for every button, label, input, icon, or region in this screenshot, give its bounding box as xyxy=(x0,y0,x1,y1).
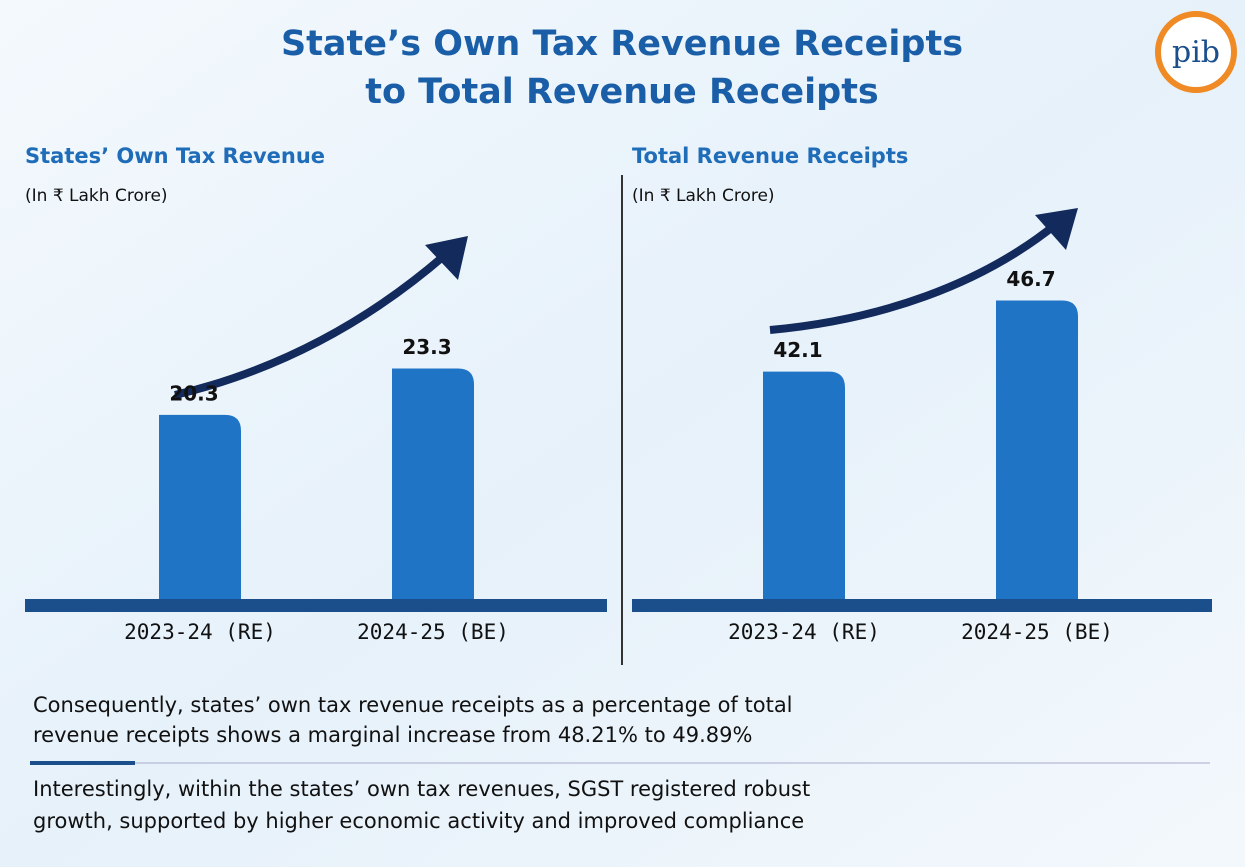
value-label: 23.3 xyxy=(402,335,451,359)
logo-text: pib xyxy=(1172,35,1220,70)
arrow xyxy=(174,208,1078,399)
bar xyxy=(996,300,1078,605)
note: Consequently, states’ own tax revenue re… xyxy=(33,693,793,717)
title: State’s Own Tax Revenue Receipts xyxy=(281,24,963,64)
chart-subtitle: (In ₹ Lakh Crore) xyxy=(25,186,168,206)
arrow-head xyxy=(1035,208,1078,250)
arrow-shaft xyxy=(769,221,1058,334)
x-tick-label: 2024-25 (BE) xyxy=(357,620,509,644)
baseline xyxy=(632,599,1212,612)
title: to Total Revenue Receipts xyxy=(365,72,879,112)
value-label: 42.1 xyxy=(773,338,822,362)
bar xyxy=(763,371,845,605)
logo-ring xyxy=(1155,11,1237,93)
arrow-head xyxy=(425,236,468,280)
chart-subtitle: (In ₹ Lakh Crore) xyxy=(632,186,775,206)
bar xyxy=(159,414,241,605)
baseline xyxy=(25,599,607,612)
logo: pib xyxy=(1155,11,1237,93)
x-tick-label: 2023-24 (RE) xyxy=(728,620,880,644)
x-tick-label: 2023-24 (RE) xyxy=(124,620,276,644)
note: growth, supported by higher economic act… xyxy=(33,809,804,833)
value-label: 46.7 xyxy=(1006,267,1055,291)
note: revenue receipts shows a marginal increa… xyxy=(33,723,752,747)
x-tick-label: 2024-25 (BE) xyxy=(961,620,1113,644)
note: Interestingly, within the states’ own ta… xyxy=(33,777,810,801)
bar xyxy=(392,368,474,605)
value-label: 20.3 xyxy=(169,381,218,405)
chart-title: States’ Own Tax Revenue xyxy=(25,144,325,168)
chart-title: Total Revenue Receipts xyxy=(632,144,908,168)
arrow-shaft xyxy=(174,251,448,399)
